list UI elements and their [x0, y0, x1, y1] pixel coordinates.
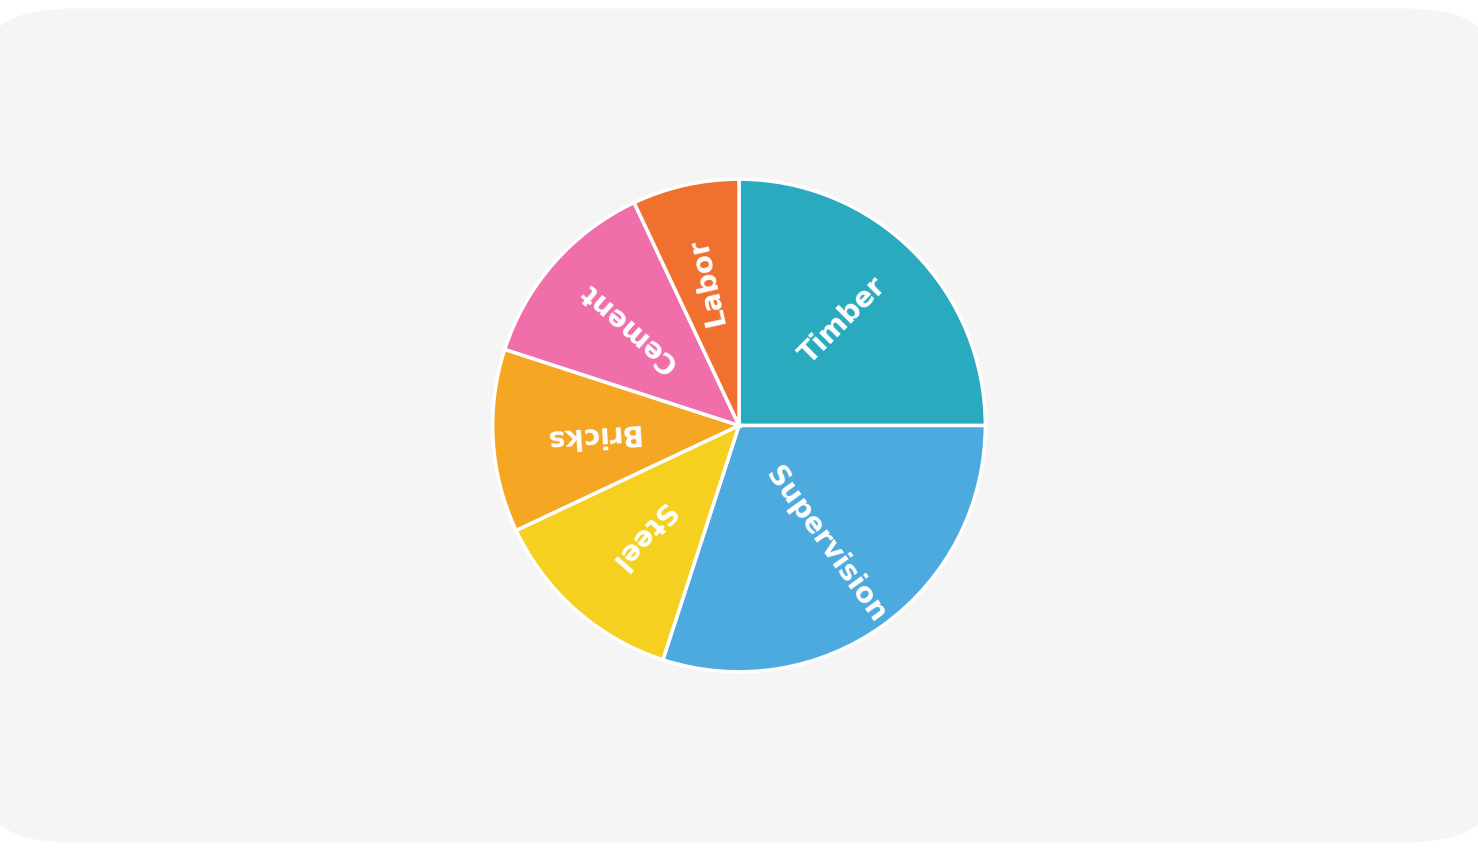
Wedge shape	[504, 203, 739, 426]
Wedge shape	[492, 350, 739, 530]
Wedge shape	[662, 426, 986, 671]
Text: Timber: Timber	[795, 272, 893, 369]
Text: Steel: Steel	[605, 497, 678, 576]
Text: Supervision: Supervision	[760, 462, 891, 628]
Wedge shape	[634, 180, 739, 426]
Text: Bricks: Bricks	[542, 418, 640, 452]
Wedge shape	[516, 426, 739, 660]
Text: Labor: Labor	[683, 235, 730, 328]
Wedge shape	[739, 180, 986, 426]
Text: Cement: Cement	[573, 277, 683, 378]
